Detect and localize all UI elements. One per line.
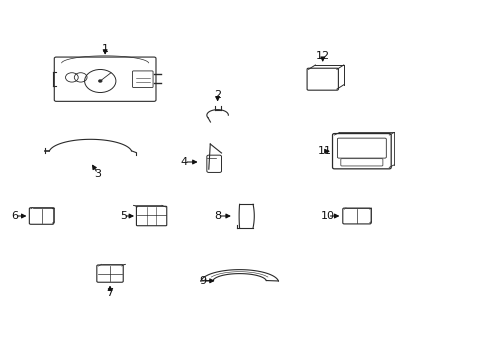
Text: 11: 11 [318,146,331,156]
Text: 6: 6 [11,211,18,221]
Text: 8: 8 [214,211,221,221]
FancyBboxPatch shape [306,68,338,90]
Text: 9: 9 [199,276,206,286]
FancyBboxPatch shape [206,155,221,172]
FancyBboxPatch shape [340,159,382,166]
FancyBboxPatch shape [54,57,156,101]
Text: 10: 10 [320,211,334,221]
FancyBboxPatch shape [332,134,390,169]
Text: 5: 5 [120,211,126,221]
Text: 7: 7 [106,288,113,298]
FancyBboxPatch shape [342,208,370,224]
Text: 2: 2 [214,90,221,100]
Text: 1: 1 [102,44,108,54]
FancyBboxPatch shape [337,138,386,158]
FancyBboxPatch shape [29,208,54,224]
Circle shape [98,80,102,82]
FancyBboxPatch shape [136,206,166,226]
Text: 12: 12 [315,51,329,61]
Text: 3: 3 [94,168,101,179]
FancyBboxPatch shape [97,265,123,282]
Text: 4: 4 [181,157,187,167]
FancyBboxPatch shape [132,71,153,87]
